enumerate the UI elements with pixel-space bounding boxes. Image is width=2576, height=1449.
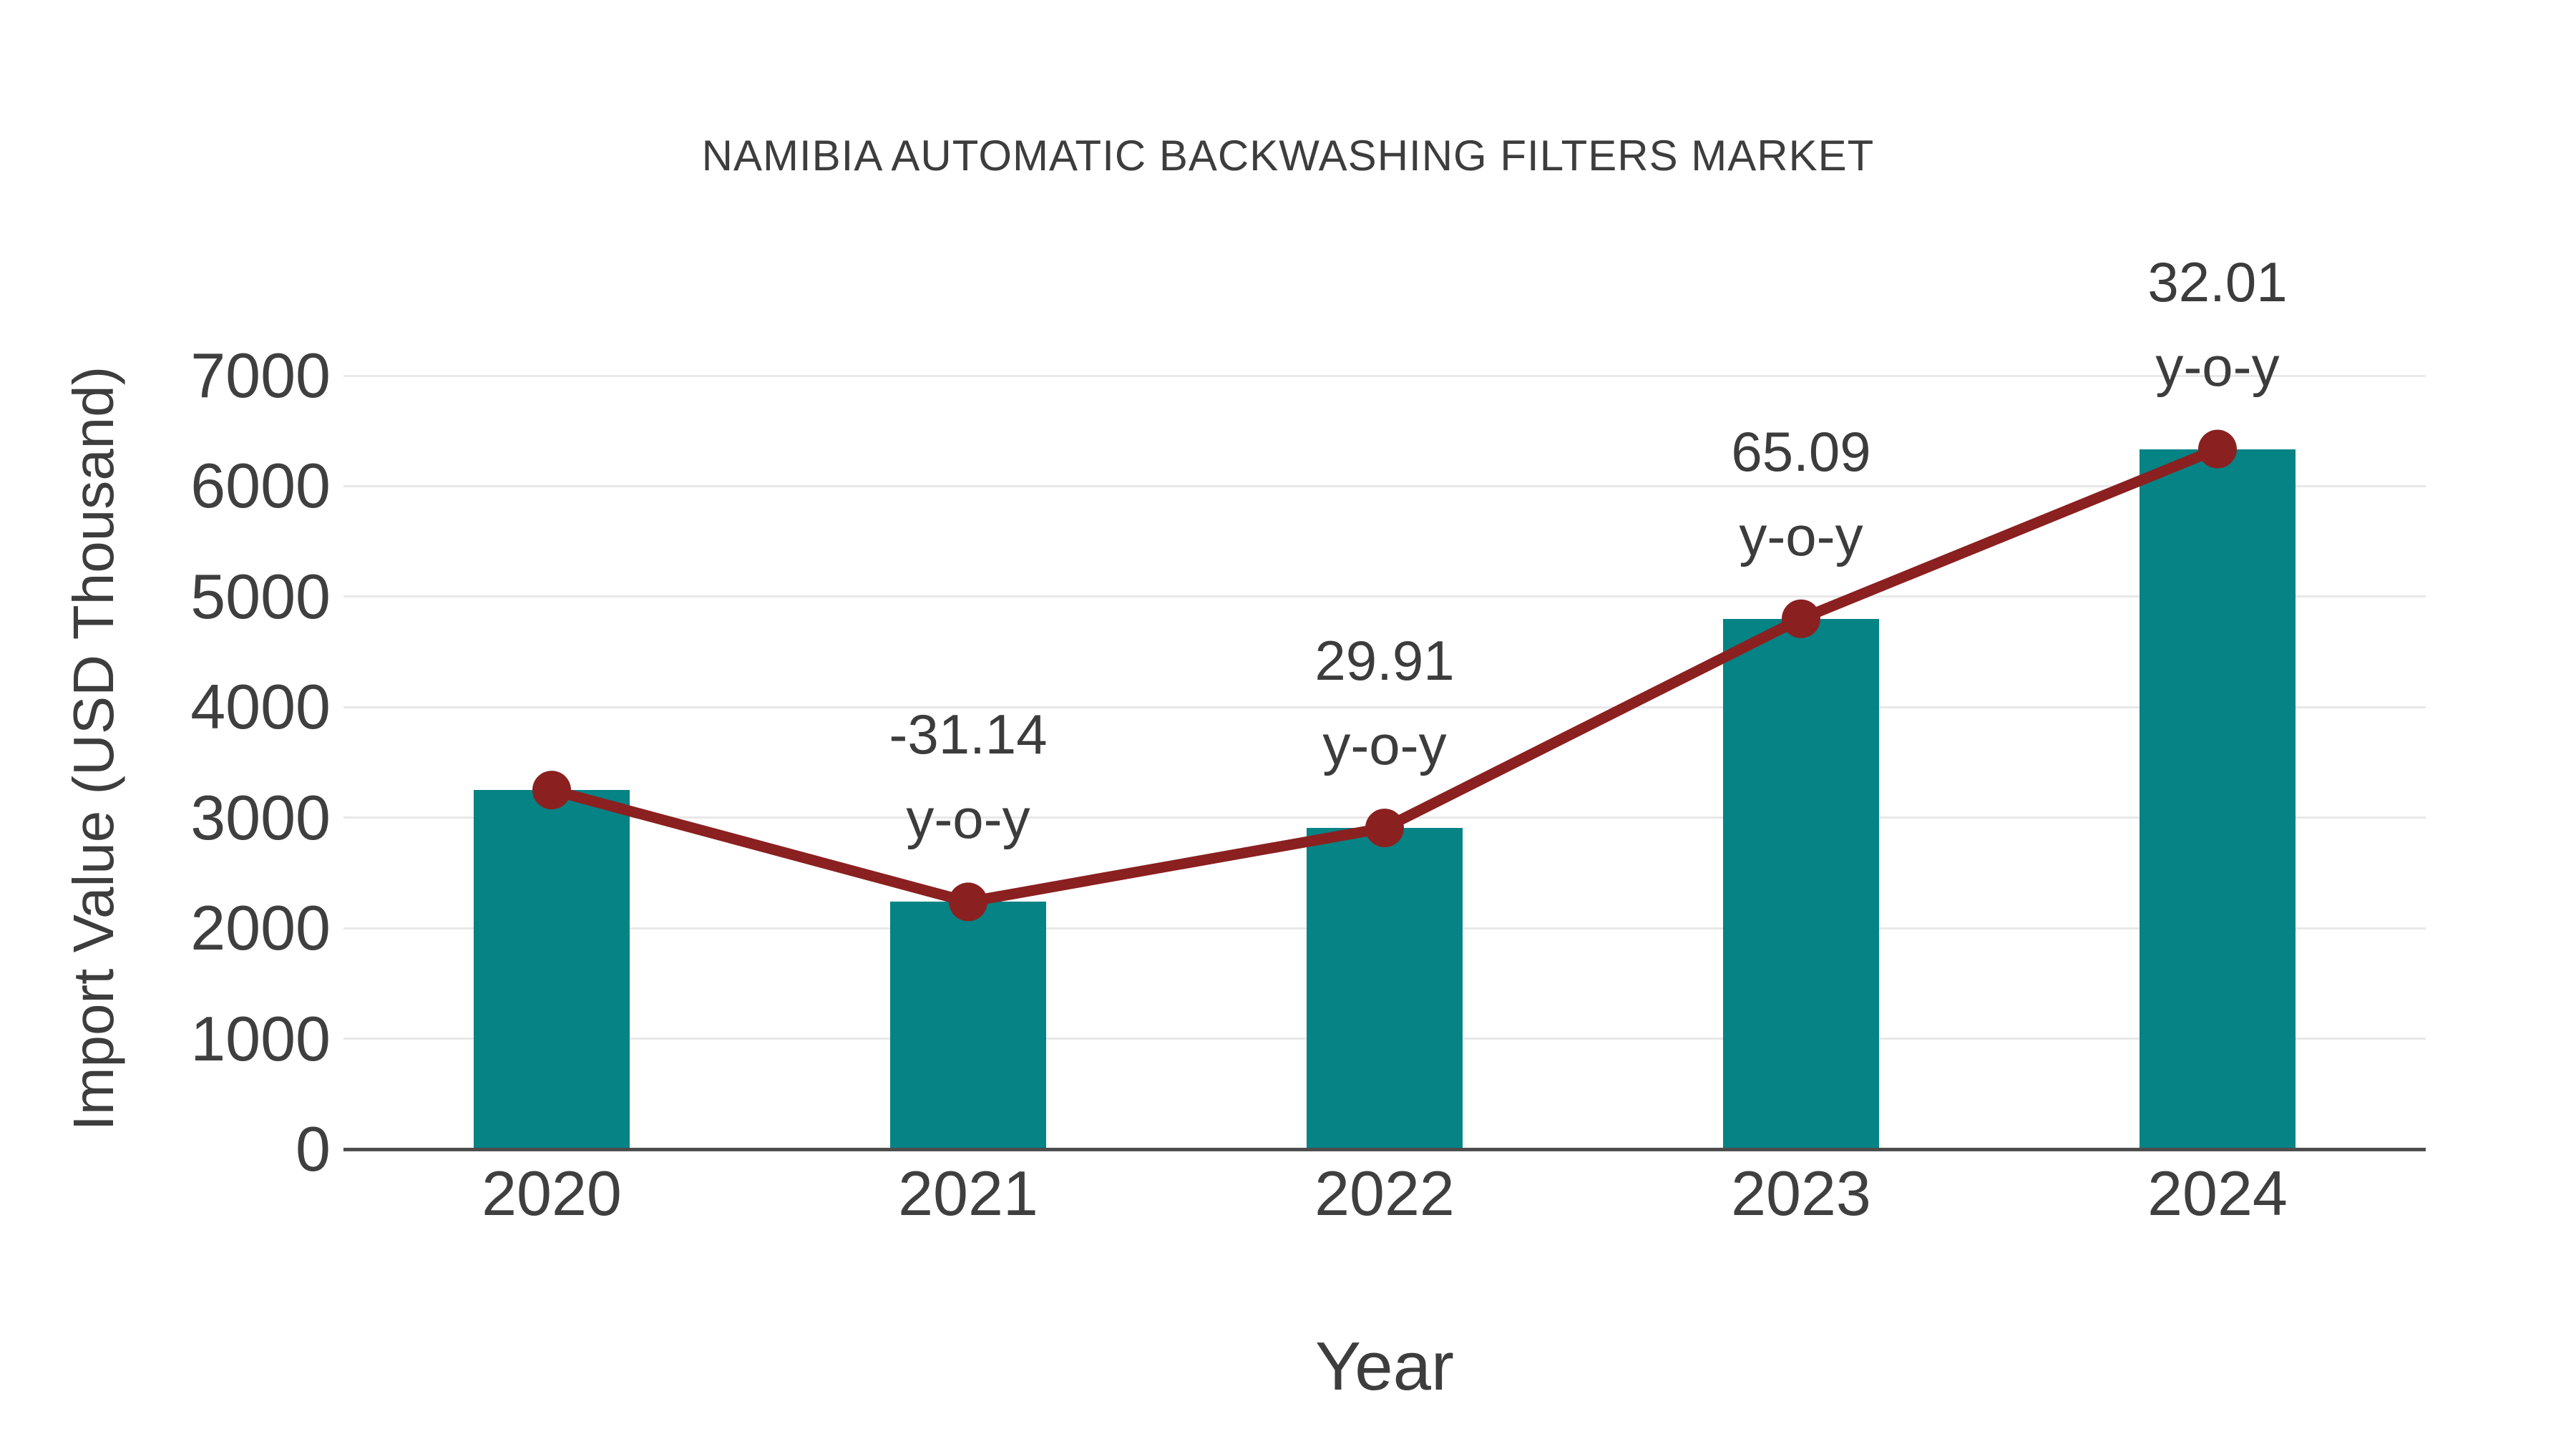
yoy-suffix: y-o-y — [2155, 334, 2280, 398]
x-axis-line — [343, 1148, 2426, 1151]
y-tick-label-2000: 2000 — [190, 892, 331, 964]
yoy-annotation-2023: 65.09 y-o-y — [1579, 409, 2023, 578]
x-tick-label-2023: 2023 — [1731, 1158, 1871, 1229]
y-tick-label-1000: 1000 — [190, 1002, 331, 1074]
x-tick-label-2020: 2020 — [482, 1158, 622, 1229]
y-tick-label-6000: 6000 — [190, 450, 331, 522]
y-tick-label-5000: 5000 — [190, 560, 331, 632]
bar-2023 — [1723, 618, 1879, 1149]
gridline-5000 — [343, 595, 2426, 598]
y-tick-label-3000: 3000 — [190, 781, 331, 853]
x-tick-label-2021: 2021 — [898, 1158, 1038, 1229]
y-tick-label-4000: 4000 — [190, 671, 331, 743]
x-tick-label-2024: 2024 — [2147, 1158, 2288, 1229]
gridline-3000 — [343, 816, 2426, 819]
chart-title: NAMIBIA AUTOMATIC BACKWASHING FILTERS MA… — [701, 132, 1875, 180]
gridline-6000 — [343, 484, 2426, 487]
y-tick-label-7000: 7000 — [190, 340, 331, 411]
bar-2021 — [890, 902, 1046, 1149]
yoy-value: 29.91 — [1314, 629, 1455, 693]
gridline-7000 — [343, 374, 2426, 377]
yoy-annotation-2022: 29.91 y-o-y — [1163, 618, 1606, 787]
yoy-suffix: y-o-y — [906, 787, 1030, 851]
yoy-suffix: y-o-y — [1739, 504, 1863, 567]
yoy-annotation-2021: -31.14 y-o-y — [746, 692, 1190, 861]
bar-2024 — [2140, 449, 2296, 1149]
yoy-value: 65.09 — [1731, 419, 1871, 483]
x-tick-label-2022: 2022 — [1314, 1158, 1455, 1229]
y-tick-label-0: 0 — [296, 1113, 331, 1184]
yoy-value: -31.14 — [889, 703, 1048, 766]
yoy-value: 32.01 — [2147, 250, 2288, 313]
yoy-suffix: y-o-y — [1322, 713, 1447, 777]
bar-2020 — [474, 790, 630, 1149]
yoy-annotation-2024: 32.01 y-o-y — [1996, 240, 2439, 409]
bar-2022 — [1307, 828, 1463, 1149]
x-axis-title: Year — [1315, 1328, 1454, 1405]
